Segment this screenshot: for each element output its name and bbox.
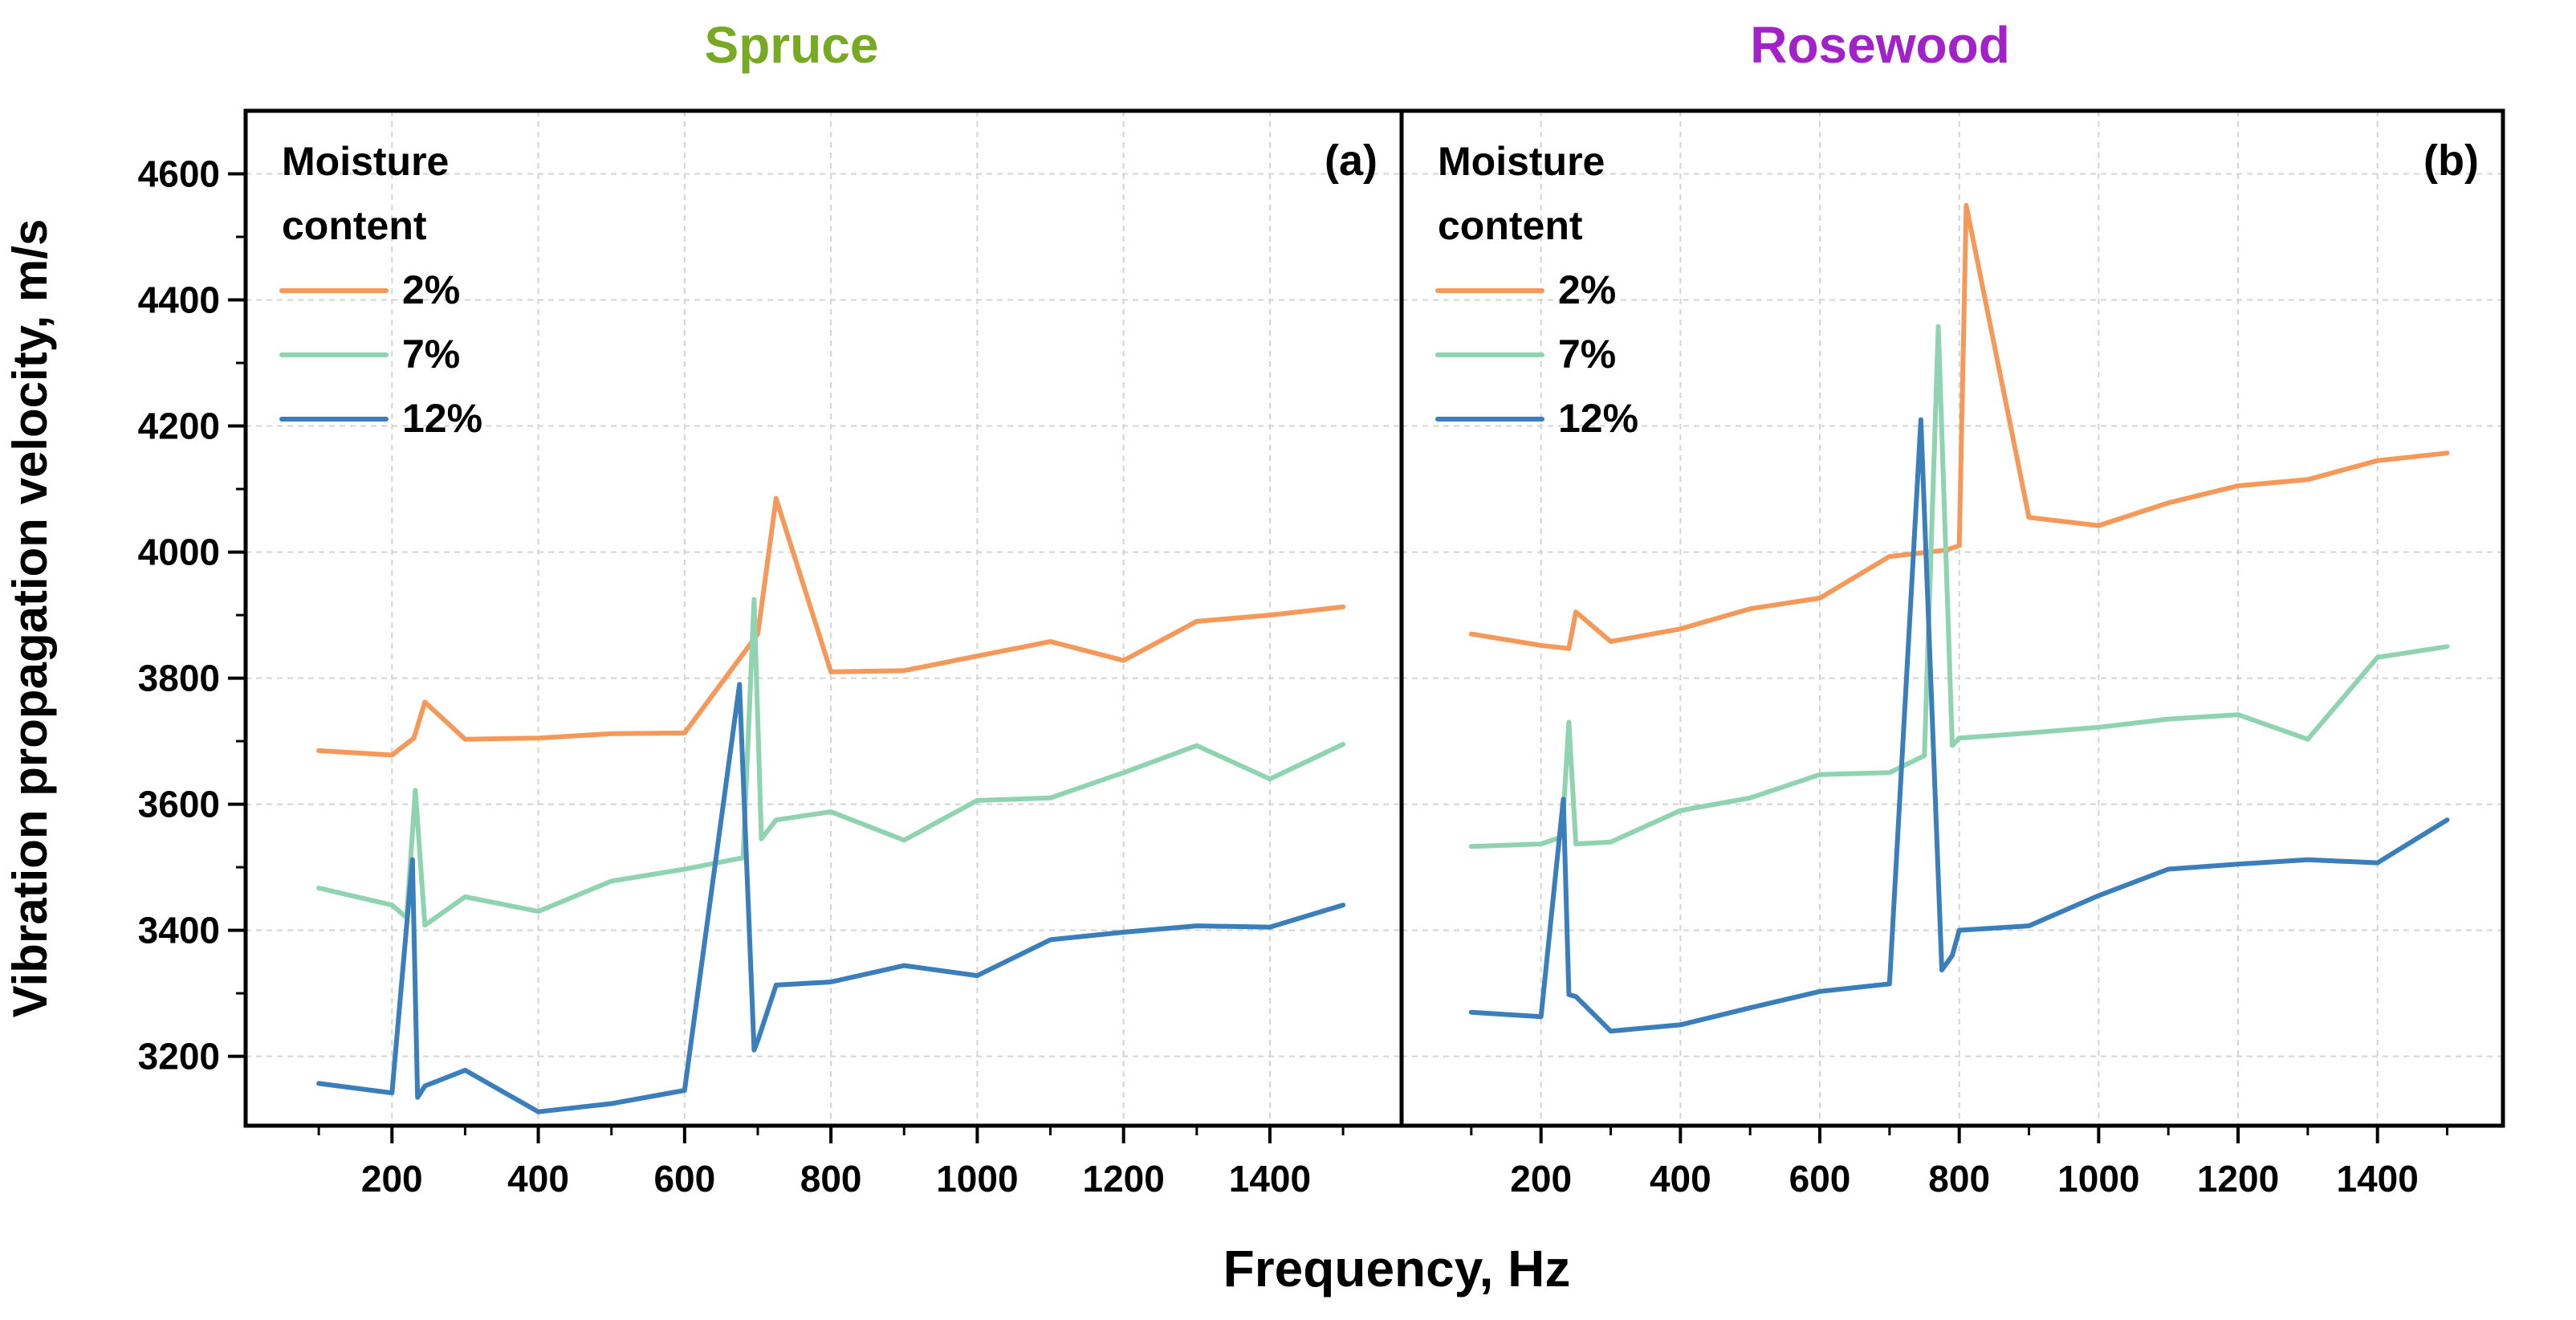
y-tick-label: 4000 bbox=[138, 532, 220, 573]
x-tick-label: 600 bbox=[653, 1158, 715, 1200]
legend-title: content bbox=[1438, 203, 1583, 248]
plot-frame bbox=[1399, 108, 2505, 1128]
legend-label: 12% bbox=[1558, 396, 1638, 441]
x-tick-label: 1200 bbox=[1082, 1158, 1164, 1200]
panel-b: 200 400 600 800 1000 1200 1400 Rosewood (b) Moist… bbox=[1399, 16, 2505, 1200]
legend-label: 2% bbox=[1558, 267, 1616, 312]
legend-label: 7% bbox=[1558, 332, 1616, 377]
panel-label: (a) bbox=[1325, 136, 1378, 185]
panel-label: (b) bbox=[2423, 136, 2479, 185]
legend-label: 12% bbox=[402, 396, 482, 441]
y-tick-label: 3400 bbox=[138, 910, 220, 951]
x-tick-label: 1200 bbox=[2197, 1158, 2279, 1200]
y-axis-label: Vibration propagation velocity, m/s bbox=[3, 219, 57, 1018]
series-line-12pct bbox=[316, 682, 1346, 1114]
x-tick-label: 1000 bbox=[2057, 1158, 2139, 1200]
y-tick-label: 4200 bbox=[138, 405, 220, 447]
x-tick-label: 1400 bbox=[1229, 1158, 1311, 1200]
y-tick-label: 3200 bbox=[138, 1036, 220, 1078]
x-tick-label: 1000 bbox=[936, 1158, 1018, 1200]
x-tick-label: 1400 bbox=[2337, 1158, 2419, 1200]
legend-title: Moisture bbox=[1438, 139, 1605, 184]
x-tick-label: 400 bbox=[507, 1158, 569, 1200]
series-line-7pct bbox=[1468, 324, 2450, 849]
x-tick-label: 800 bbox=[1928, 1158, 1990, 1200]
x-tick-label: 400 bbox=[1650, 1158, 1711, 1200]
panel-title: Spruce bbox=[705, 16, 879, 74]
panel-title: Rosewood bbox=[1750, 16, 2010, 74]
series-line-12pct bbox=[1468, 417, 2450, 1034]
y-tick-label: 4600 bbox=[138, 153, 220, 195]
y-tick-label: 4400 bbox=[138, 279, 220, 321]
panel-a: 200 400 600 800 1000 1200 1400 3200 3400 3600 3800… bbox=[138, 16, 1404, 1200]
x-axis-label: Frequency, Hz bbox=[1223, 1240, 1571, 1298]
y-tick-label: 3800 bbox=[138, 658, 220, 699]
y-tick-label: 3600 bbox=[138, 784, 220, 825]
x-tick-label: 600 bbox=[1789, 1158, 1851, 1200]
x-tick-label: 200 bbox=[1510, 1158, 1572, 1200]
legend-label: 7% bbox=[402, 332, 460, 377]
series-line-2pct bbox=[316, 495, 1346, 758]
x-tick-label: 200 bbox=[361, 1158, 423, 1200]
x-tick-label: 800 bbox=[800, 1158, 862, 1200]
legend-label: 2% bbox=[402, 267, 460, 312]
legend-title: Moisture bbox=[282, 139, 449, 184]
series-line-7pct bbox=[316, 597, 1346, 928]
legend-title: content bbox=[282, 203, 427, 248]
